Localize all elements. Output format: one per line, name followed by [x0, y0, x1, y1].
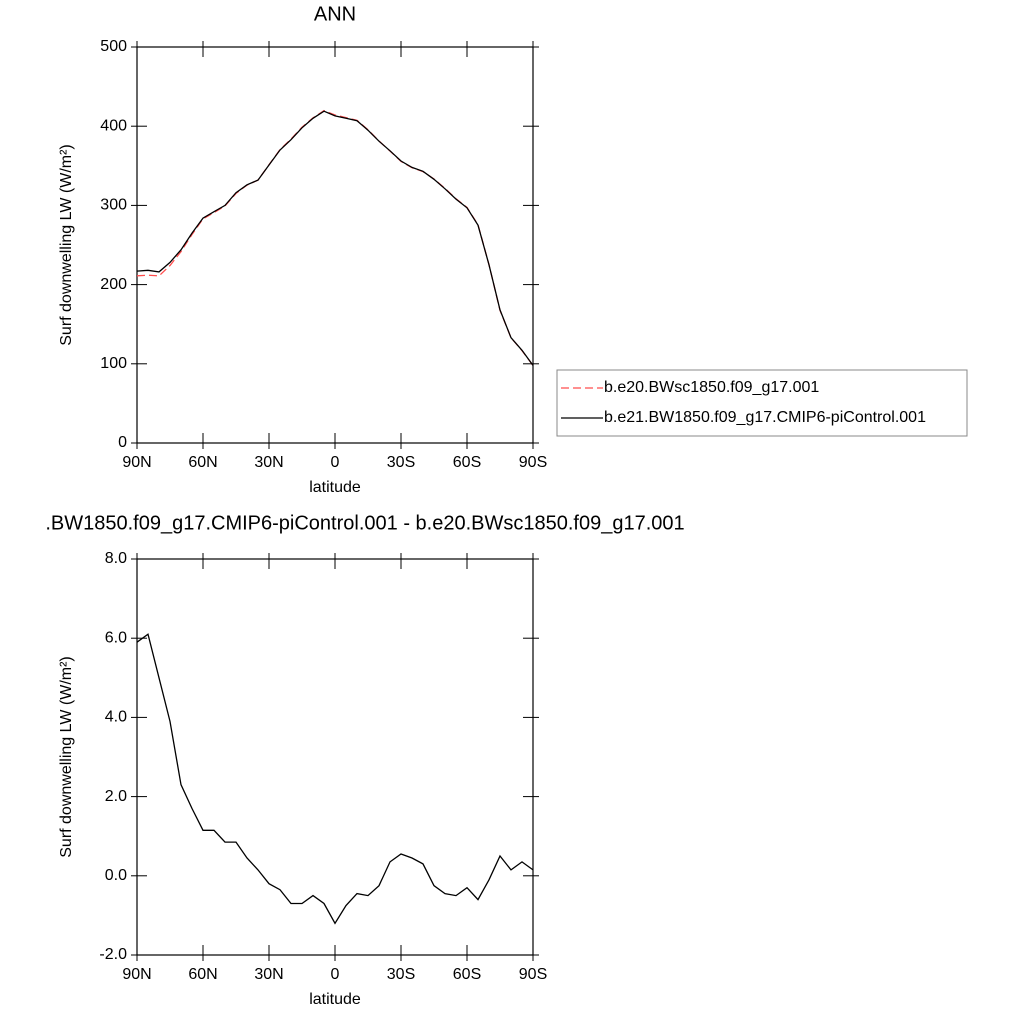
x-tick-label: 90N [122, 454, 151, 471]
x-tick-label: 90N [122, 966, 151, 983]
series-line [136, 109, 534, 366]
x-tick-label: 0 [331, 966, 340, 983]
x-tick-label: 30S [387, 966, 415, 983]
legend-label: b.e21.BW1850.f09_g17.CMIP6-piControl.001 [604, 409, 926, 426]
series-line [136, 633, 534, 925]
x-tick-label: 60S [453, 454, 481, 471]
y-tick-label: 0 [118, 434, 127, 451]
x-tick-label: 0 [331, 454, 340, 471]
x-tick-label: 90S [519, 454, 547, 471]
chart-title: ANN [314, 3, 356, 25]
x-tick-label: 60N [188, 454, 217, 471]
series-line [136, 110, 534, 366]
x-tick-label: 30S [387, 454, 415, 471]
x-tick-label: 30N [254, 454, 283, 471]
y-tick-label: 4.0 [105, 709, 127, 726]
y-tick-label: 2.0 [105, 788, 127, 805]
legend-box [556, 369, 968, 437]
y-axis-label: Surf downwelling LW (W/m²) [58, 656, 75, 858]
x-tick-label: 60S [453, 966, 481, 983]
x-tick-label: 30N [254, 966, 283, 983]
chart-title: .BW1850.f09_g17.CMIP6-piControl.001 - b.… [45, 512, 684, 534]
plot-frame [136, 46, 534, 444]
x-tick-label: 90S [519, 966, 547, 983]
x-axis-label: latitude [309, 479, 361, 496]
y-tick-label: 6.0 [105, 629, 127, 646]
y-tick-label: 0.0 [105, 867, 127, 884]
y-tick-label: 8.0 [105, 550, 127, 567]
legend-label: b.e20.BWsc1850.f09_g17.001 [604, 379, 819, 396]
y-tick-label: 100 [100, 355, 127, 372]
y-tick-label: -2.0 [99, 946, 127, 963]
y-tick-label: 300 [100, 197, 127, 214]
y-tick-label: 200 [100, 276, 127, 293]
y-axis-label: Surf downwelling LW (W/m²) [58, 144, 75, 346]
y-tick-label: 500 [100, 38, 127, 55]
x-tick-label: 60N [188, 966, 217, 983]
y-tick-label: 400 [100, 117, 127, 134]
x-axis-label: latitude [309, 991, 361, 1008]
